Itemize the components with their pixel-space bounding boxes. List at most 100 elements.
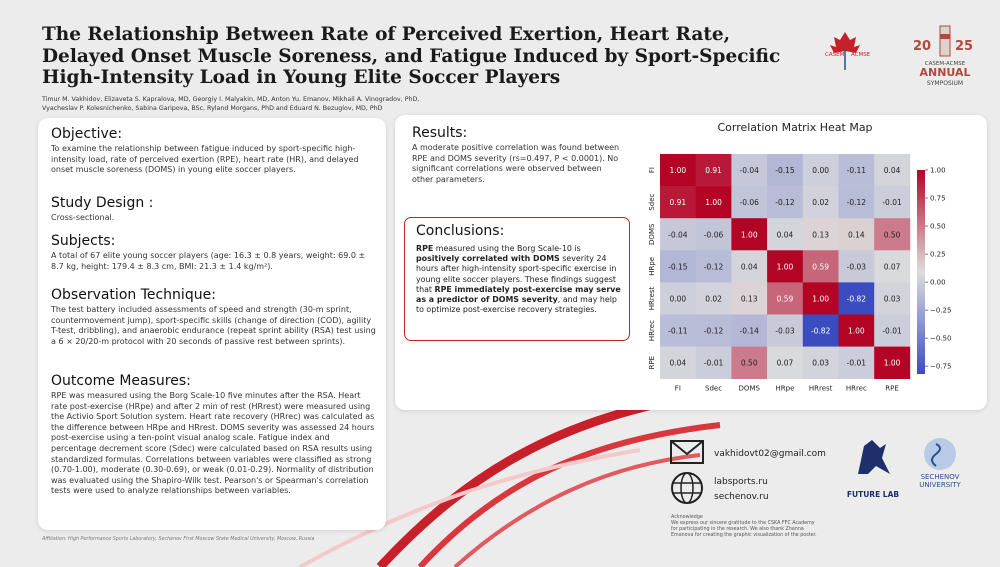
heatmap-title: Correlation Matrix Heat Map xyxy=(717,121,872,134)
heatmap-cell xyxy=(660,314,696,347)
heatmap-cell xyxy=(838,154,875,187)
cell-label: -0.06 xyxy=(740,198,760,207)
heatmap-cell xyxy=(695,218,732,251)
section: Subjects: A total of 67 elite young socce… xyxy=(51,233,376,272)
decor-curve xyxy=(299,448,641,567)
sechenov-logo xyxy=(931,443,941,467)
heatmap-cell xyxy=(660,154,696,187)
x-tick-label: HRpe xyxy=(776,385,795,393)
heading: Results: xyxy=(412,125,468,141)
authors: Timur M. Vakhidov, Elizaveta S. Kapralov… xyxy=(42,96,662,113)
cell-label: 0.04 xyxy=(741,262,758,271)
colorbar-tick-label: 0.25 xyxy=(930,251,946,259)
y-tick-label: FI xyxy=(648,167,656,173)
symposium-text: CASEM-ACMSE xyxy=(925,61,966,67)
heatmap-cell xyxy=(838,218,875,251)
email: vakhidovt02@gmail.com xyxy=(714,449,826,459)
cell-label: 1.00 xyxy=(705,198,722,207)
heatmap-cell xyxy=(660,186,696,219)
heatmap-cell xyxy=(874,186,911,219)
acknowledge: Acknowledge xyxy=(671,514,703,520)
text: Cross-sectional. xyxy=(51,213,115,222)
text-segment: RPE xyxy=(416,244,434,253)
colorbar-tick-label: 1.00 xyxy=(930,167,946,175)
affiliation: Affiliation: High Performance Sports Lab… xyxy=(42,537,315,542)
heatmap-cell xyxy=(874,282,911,315)
heatmap-cell xyxy=(874,250,911,283)
text: To examine the relationship between fati… xyxy=(51,144,359,175)
cell-label: 0.50 xyxy=(884,230,901,239)
cell-label: 1.00 xyxy=(884,359,901,368)
cell-label: 0.00 xyxy=(669,294,686,303)
cell-label: 0.07 xyxy=(884,262,901,271)
author-line: Vyacheslav P. Kolesnichenko, Sabina Gari… xyxy=(42,104,383,112)
globe-icon xyxy=(680,472,694,504)
symposium-text: SYMPOSIUM xyxy=(927,80,963,87)
cell-label: 0.04 xyxy=(884,166,901,175)
mail-icon xyxy=(670,440,704,464)
heatmap-cell xyxy=(731,282,768,315)
heatmap-cell xyxy=(731,346,768,379)
acknowledge: We express our sincere gratitude to the … xyxy=(671,520,815,526)
mail-icon xyxy=(670,440,704,456)
cell-label: 0.02 xyxy=(812,198,829,207)
heatmap-cell xyxy=(838,186,875,219)
future-lab-logo xyxy=(858,440,890,474)
colorbar-tick-label: −0.25 xyxy=(930,307,951,315)
heading: Subjects: xyxy=(51,233,116,249)
conclusions-box: Conclusions: RPE measured using the Borg… xyxy=(404,217,630,341)
sechenov-logo xyxy=(924,438,956,470)
cell-label: 0.13 xyxy=(812,230,829,239)
cell-label: -0.11 xyxy=(668,327,688,336)
heatmap-cell xyxy=(802,218,839,251)
cell-label: -0.11 xyxy=(847,166,867,175)
text: A moderate positive correlation was foun… xyxy=(412,143,620,184)
section: Observation Technique: The test battery i… xyxy=(51,287,376,347)
cell-label: 0.04 xyxy=(777,230,794,239)
heatmap-cell xyxy=(695,346,732,379)
cell-label: 0.03 xyxy=(884,294,901,303)
x-tick-label: Sdec xyxy=(705,385,722,393)
cell-label: -0.82 xyxy=(847,294,867,303)
decor-curve xyxy=(376,390,701,567)
heatmap-cell xyxy=(838,314,875,347)
section: Study Design : Cross-sectional. xyxy=(51,195,376,224)
x-tick-label: HRrec xyxy=(846,385,867,393)
cell-label: 0.13 xyxy=(741,294,758,303)
sechenov: SECHENOV xyxy=(921,473,960,481)
cell-label: -0.12 xyxy=(704,262,724,271)
heatmap-cell xyxy=(802,154,839,187)
cell-label: 0.91 xyxy=(669,198,686,207)
section: Results: A moderate positive correlation … xyxy=(412,125,622,185)
heatmap-cell xyxy=(802,346,839,379)
lighthouse-band xyxy=(940,34,950,39)
cell-label: 0.50 xyxy=(741,359,758,368)
heatmap-cell xyxy=(695,282,732,315)
heatmap-cell xyxy=(660,218,696,251)
cell-label: 0.00 xyxy=(812,166,829,175)
heatmap-cell xyxy=(874,154,911,187)
heatmap-cell xyxy=(802,186,839,219)
cell-label: -0.01 xyxy=(847,359,867,368)
decor-curve xyxy=(453,453,701,567)
heading: Objective: xyxy=(51,126,123,142)
text: RPE was measured using the Borg Scale-10… xyxy=(51,391,375,496)
cell-label: 1.00 xyxy=(669,166,686,175)
cell-label: -0.01 xyxy=(882,327,902,336)
cell-label: -0.12 xyxy=(847,198,867,207)
heatmap-cell xyxy=(802,282,839,315)
y-tick-label: Sdec xyxy=(648,193,656,210)
text-segment: measured using the Borg Scale-10 is xyxy=(433,244,581,253)
cell-label: 0.02 xyxy=(705,294,722,303)
cell-label: 0.59 xyxy=(812,262,829,271)
heatmap-cell xyxy=(767,218,804,251)
cell-label: 0.14 xyxy=(848,230,865,239)
cell-label: 0.59 xyxy=(777,294,794,303)
heatmap-cell xyxy=(802,314,839,347)
heatmap-cell xyxy=(695,314,732,347)
colorbar-tick-label: 0.50 xyxy=(930,223,946,231)
cell-label: 1.00 xyxy=(848,327,865,336)
cell-label: -0.04 xyxy=(740,166,760,175)
heatmap-cell xyxy=(767,314,804,347)
heatmap-cell xyxy=(767,186,804,219)
